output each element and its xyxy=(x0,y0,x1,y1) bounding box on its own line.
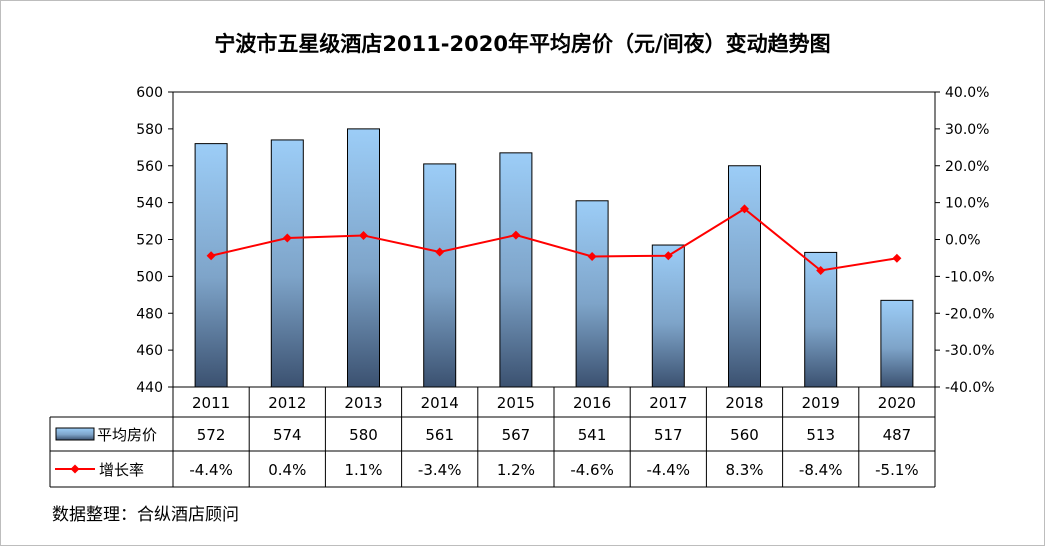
x-tick-label: 2015 xyxy=(497,394,535,412)
y-tick-label: 580 xyxy=(136,122,163,138)
y2-tick-label: -40.0% xyxy=(945,380,995,396)
data-label-growth: 1.2% xyxy=(497,461,535,479)
legend-label-line: 增长率 xyxy=(99,461,144,479)
bar xyxy=(880,299,914,388)
bar xyxy=(423,163,457,388)
data-label-growth: 1.1% xyxy=(344,461,382,479)
x-tick-label: 2020 xyxy=(878,394,916,412)
y2-tick-label: 10.0% xyxy=(945,196,989,212)
y2-tick-label: -20.0% xyxy=(945,306,995,322)
bar xyxy=(499,152,533,388)
data-label-price: 513 xyxy=(806,426,835,444)
growth-point xyxy=(511,230,521,240)
growth-line xyxy=(210,207,898,272)
y-tick-label: 600 xyxy=(136,85,163,101)
legend-key-marker xyxy=(70,464,80,474)
y2-tick-label: 40.0% xyxy=(945,85,989,101)
x-tick-label: 2016 xyxy=(573,394,611,412)
y-tick-label: 440 xyxy=(136,380,163,396)
y2-tick-label: -30.0% xyxy=(945,343,995,359)
y2-tick-label: 30.0% xyxy=(945,122,989,138)
bar xyxy=(347,128,380,388)
y-tick-label: 560 xyxy=(136,159,163,175)
data-label-price: 580 xyxy=(349,426,378,444)
data-label-price: 567 xyxy=(502,426,531,444)
y2-tick-label: -10.0% xyxy=(945,269,995,285)
y-tick-label: 460 xyxy=(136,343,163,359)
growth-point xyxy=(587,251,597,261)
legend-key-bar xyxy=(55,427,95,441)
data-label-price: 541 xyxy=(578,426,607,444)
growth-point xyxy=(206,251,216,261)
data-label-growth: -4.6% xyxy=(570,461,614,479)
y-tick-label: 480 xyxy=(136,306,163,322)
x-tick-label: 2014 xyxy=(421,394,459,412)
data-label-growth: 0.4% xyxy=(268,461,306,479)
legend-label-bar: 平均房价 xyxy=(97,426,157,444)
growth-point xyxy=(359,230,368,240)
growth-point xyxy=(740,204,749,214)
y-tick-label: 520 xyxy=(136,233,163,249)
growth-point xyxy=(816,265,826,275)
data-label-growth: -4.4% xyxy=(647,461,691,479)
growth-point xyxy=(435,247,445,257)
y2-tick-label: 20.0% xyxy=(945,159,989,175)
data-label-growth: -3.4% xyxy=(418,461,462,479)
data-label-growth: -5.1% xyxy=(875,461,919,479)
y2-tick-label: 0.0% xyxy=(945,233,981,249)
growth-point xyxy=(892,253,902,263)
data-label-price: 572 xyxy=(197,426,226,444)
bar xyxy=(651,244,685,388)
data-label-price: 574 xyxy=(273,426,302,444)
data-label-price: 560 xyxy=(730,426,759,444)
x-tick-label: 2017 xyxy=(649,394,687,412)
x-tick-label: 2011 xyxy=(192,394,230,412)
bar xyxy=(575,200,609,388)
y-tick-label: 500 xyxy=(136,269,163,285)
bar xyxy=(804,251,838,388)
x-tick-label: 2019 xyxy=(802,394,840,412)
chart-title: 宁波市五星级酒店2011-2020年平均房价（元/间夜）变动趋势图 xyxy=(214,32,831,56)
x-tick-label: 2018 xyxy=(725,394,763,412)
source-note: 数据整理：合纵酒店顾问 xyxy=(52,505,239,525)
x-tick-label: 2012 xyxy=(268,394,306,412)
data-label-growth: -4.4% xyxy=(189,461,233,479)
data-label-price: 487 xyxy=(883,426,912,444)
bar xyxy=(270,139,304,388)
data-label-growth: 8.3% xyxy=(725,461,763,479)
x-tick-label: 2013 xyxy=(344,394,382,412)
bar xyxy=(194,143,228,388)
data-label-price: 561 xyxy=(425,426,454,444)
growth-point xyxy=(282,233,292,243)
data-label-price: 517 xyxy=(654,426,683,444)
y-tick-label: 540 xyxy=(136,196,163,212)
growth-point xyxy=(663,251,673,261)
bar xyxy=(728,165,761,388)
data-label-growth: -8.4% xyxy=(799,461,843,479)
